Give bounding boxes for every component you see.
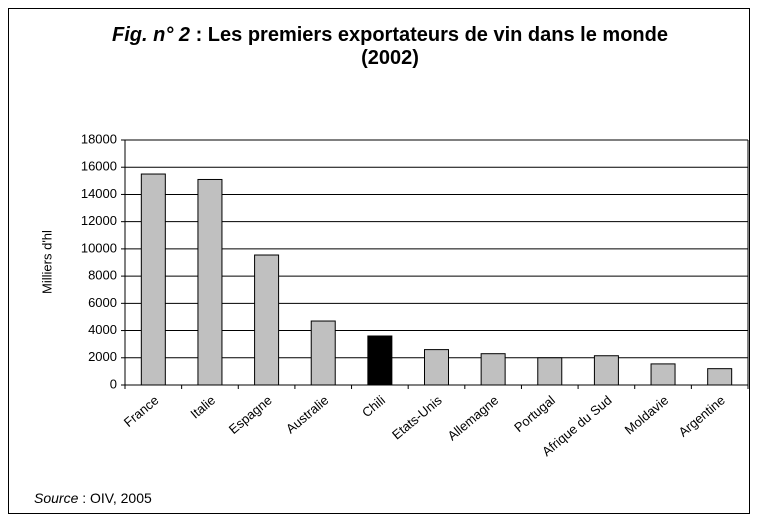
source-text: : OIV, 2005: [78, 490, 152, 506]
source: Source : OIV, 2005: [34, 490, 152, 506]
y-tick-label: 10000: [81, 240, 117, 255]
y-tick-label: 0: [110, 376, 117, 391]
bar: [140, 173, 166, 386]
y-axis-label: Milliers d'hl: [39, 230, 54, 294]
x-tick-label: Chili: [359, 392, 388, 420]
bar: [310, 320, 336, 386]
y-tick-label: 18000: [81, 131, 117, 146]
y-tick-label: 2000: [88, 349, 117, 364]
x-tick-label: Etats-Unis: [389, 392, 445, 442]
y-tick-label: 8000: [88, 268, 117, 283]
x-tick-label: France: [121, 392, 162, 430]
bar: [537, 357, 563, 386]
x-tick-label: Allemagne: [445, 392, 502, 443]
y-tick-label: 16000: [81, 159, 117, 174]
frame: [8, 8, 750, 514]
bar: [254, 254, 280, 386]
title-prefix: Fig. n° 2: [112, 24, 191, 46]
bar: [424, 349, 449, 386]
x-tick-label: Moldavie: [622, 392, 672, 437]
bar: [650, 363, 676, 386]
bar: [197, 178, 223, 386]
bar: [367, 335, 393, 386]
source-prefix: Source: [34, 490, 79, 506]
x-tick-label: Portugal: [511, 392, 558, 435]
x-tick-label: Italie: [187, 392, 218, 421]
y-tick-label: 6000: [88, 295, 117, 310]
title-text: : Les premiers exportateurs de vin dans …: [190, 24, 668, 69]
y-tick-label: 4000: [88, 322, 117, 337]
chart-title: Fig. n° 2 : Les premiers exportateurs de…: [90, 24, 690, 70]
x-tick-label: Argentine: [676, 392, 728, 439]
y-tick-label: 12000: [81, 213, 117, 228]
bar: [593, 355, 619, 386]
x-tick-label: Espagne: [226, 392, 275, 436]
bar: [707, 368, 733, 386]
y-tick-label: 14000: [81, 186, 117, 201]
x-tick-label: Australie: [283, 392, 331, 436]
bar: [480, 353, 506, 386]
